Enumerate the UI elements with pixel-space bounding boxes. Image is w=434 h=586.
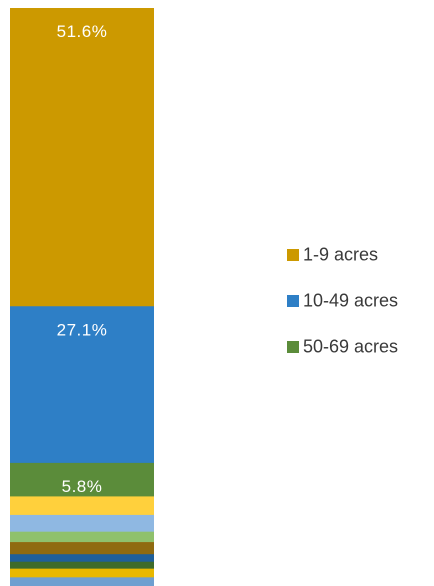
legend: 1-9 acres 10-49 acres 50-69 acres xyxy=(287,245,398,357)
bar-segment-unlabeled-6 xyxy=(10,542,154,555)
bar-segment-unlabeled-10 xyxy=(10,577,154,586)
legend-swatch xyxy=(287,341,299,353)
bar-segment-unlabeled-4 xyxy=(10,514,154,532)
bar-segment-10-49-acres xyxy=(10,306,154,464)
legend-swatch xyxy=(287,249,299,261)
legend-label: 10-49 acres xyxy=(303,291,398,311)
bar-segment-unlabeled-5 xyxy=(10,531,154,543)
legend-label: 1-9 acres xyxy=(303,245,378,265)
data-label: 27.1% xyxy=(57,320,108,339)
legend-swatch xyxy=(287,295,299,307)
data-label: 5.8% xyxy=(62,477,103,496)
segment-labels: 51.6% 27.1% 5.8% xyxy=(57,22,108,496)
data-label: 51.6% xyxy=(57,22,108,41)
bar-segment-1-9-acres xyxy=(10,8,154,307)
bar-segment-unlabeled-3 xyxy=(10,496,154,516)
bar-segment-unlabeled-9 xyxy=(10,568,154,578)
legend-label: 50-69 acres xyxy=(303,337,398,357)
bar-segment-unlabeled-8 xyxy=(10,561,154,569)
bar-segment-50-69-acres xyxy=(10,462,154,497)
bar-segment-unlabeled-7 xyxy=(10,554,154,563)
stacked-bar xyxy=(10,8,154,586)
